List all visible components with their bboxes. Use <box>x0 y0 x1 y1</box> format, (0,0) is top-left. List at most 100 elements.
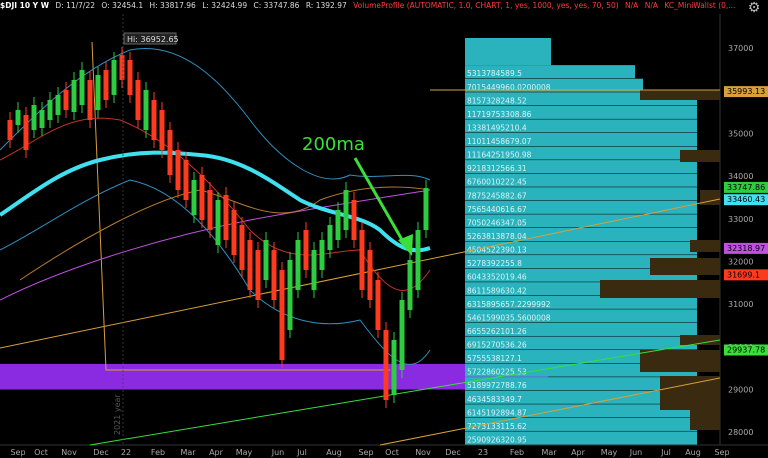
volume-profile-study[interactable]: VolumeProfile (AUTOMATIC, 1.0, CHART, 1,… <box>353 1 619 10</box>
range-label: R: 1392.97 <box>305 1 347 10</box>
candle-body <box>295 240 301 290</box>
candle-body <box>271 250 277 300</box>
volume-profile-label: 7050246347.05 <box>467 218 527 227</box>
volume-profile-label: 5278392255.8 <box>467 259 522 268</box>
price-tag-label: 35993.13 <box>727 87 765 96</box>
volume-profile-bar <box>465 105 697 119</box>
volume-profile-gap <box>660 376 720 410</box>
price-tag-label: 33460.43 <box>727 195 765 204</box>
candle-body <box>191 180 197 215</box>
volume-profile-gap <box>640 350 720 372</box>
volume-profile-bar <box>465 78 643 92</box>
x-tick-label: 22 <box>121 448 131 457</box>
volume-profile-bar <box>465 255 697 269</box>
x-tick-label: Mar <box>541 448 557 457</box>
purple-ma <box>0 189 431 301</box>
symbol-label[interactable]: $DJI 10 Y W <box>0 1 49 10</box>
candle-body <box>95 75 101 110</box>
x-tick-label: Dec <box>93 448 108 457</box>
volume-profile-label: 11011458679.07 <box>467 137 532 146</box>
price-tag <box>724 86 768 98</box>
gear-icon[interactable]: ⚙ <box>747 0 761 16</box>
x-tick-label: Sep <box>714 448 729 457</box>
candle-body <box>415 230 421 290</box>
y-tick-label: 32000 <box>728 258 753 267</box>
candle-body <box>399 300 405 370</box>
volume-profile-label: 4634583349.7 <box>467 395 522 404</box>
volume-profile-bar <box>465 417 697 431</box>
volume-profile-top <box>465 38 551 66</box>
candle-body <box>167 130 173 175</box>
volume-profile-label: 6655262101.26 <box>467 327 527 336</box>
kc-study[interactable]: KC_MiniWallst (0,... <box>664 1 736 10</box>
upper-band <box>0 48 431 181</box>
candle-body <box>303 230 309 270</box>
volume-profile-bar <box>465 200 697 214</box>
volume-profile-label: 9218312566.31 <box>467 164 527 173</box>
low-label: L: 32424.99 <box>202 1 248 10</box>
x-tick-label: Mar <box>180 448 196 457</box>
candle-body <box>47 100 53 120</box>
volume-profile-label: 4504522390.13 <box>467 246 527 255</box>
candle-body <box>159 110 165 150</box>
volume-profile-bar <box>465 173 697 187</box>
candle-body <box>335 210 341 240</box>
y-tick-label: 37000 <box>728 44 753 53</box>
candle-body <box>263 240 269 280</box>
volume-profile-label: 2590926320.95 <box>467 436 527 445</box>
candle-body <box>231 210 237 255</box>
x-tick-label: Oct <box>34 448 48 457</box>
volume-profile-bar <box>465 309 697 323</box>
volume-profile-bar <box>465 132 697 147</box>
x-tick-label: Feb <box>510 448 524 457</box>
candle-body <box>423 188 429 230</box>
volume-profile-label: 8157328248.52 <box>467 96 527 105</box>
volume-profile-bar <box>465 404 697 418</box>
y-tick-label: 28000 <box>728 428 753 437</box>
volume-profile-label: 5313784589.5 <box>467 69 522 78</box>
candle-body <box>111 60 117 95</box>
y-tick-label: 31000 <box>728 300 753 309</box>
price-tag <box>724 242 768 254</box>
candle-body <box>215 200 221 245</box>
volume-profile-bar <box>465 65 635 79</box>
open-label: O: 32454.1 <box>101 1 144 10</box>
candle-body <box>207 190 213 230</box>
volume-profile-bar <box>465 322 697 336</box>
volume-profile-label: 5189972788.76 <box>467 381 527 390</box>
candle-body <box>287 260 293 330</box>
volume-profile-label: 6760010222.45 <box>467 178 527 187</box>
candle-body <box>255 250 261 300</box>
green-trend-line <box>89 339 721 446</box>
volume-profile-bar <box>465 336 697 350</box>
candle-body <box>367 250 373 300</box>
x-tick-label: May <box>601 448 618 457</box>
x-tick-label: Jun <box>629 448 643 457</box>
candle-body <box>71 80 77 112</box>
volume-profile-bar <box>465 214 697 228</box>
na-label-1: N/A <box>625 1 639 10</box>
volume-profile-bar <box>465 146 697 160</box>
annotation-arrow-head <box>398 234 413 256</box>
candle-body <box>311 250 317 290</box>
volume-profile-bar <box>465 431 697 445</box>
volume-profile-gap <box>640 90 720 100</box>
x-tick-label: 23 <box>478 448 488 457</box>
volume-profile-label: 13381495210.4 <box>467 123 527 132</box>
lower-band <box>0 179 431 365</box>
volume-profile-bar <box>465 241 697 255</box>
x-tick-label: Jun <box>271 448 285 457</box>
price-tag-label: 31699.1 <box>727 270 760 279</box>
volume-profile-label: 7015449960.0200008 <box>467 83 551 92</box>
candle-body <box>407 260 413 310</box>
x-tick-label: Aug <box>685 448 701 457</box>
volume-profile-label: 11719753308.86 <box>467 110 532 119</box>
price-tag <box>724 344 768 356</box>
x-tick-label: Apr <box>209 448 224 457</box>
volume-profile-bar <box>465 119 697 133</box>
candle-body <box>343 190 349 230</box>
candle-body <box>63 90 69 110</box>
price-tag-label: 29937.78 <box>727 345 765 354</box>
x-tick-label: May <box>236 448 253 457</box>
